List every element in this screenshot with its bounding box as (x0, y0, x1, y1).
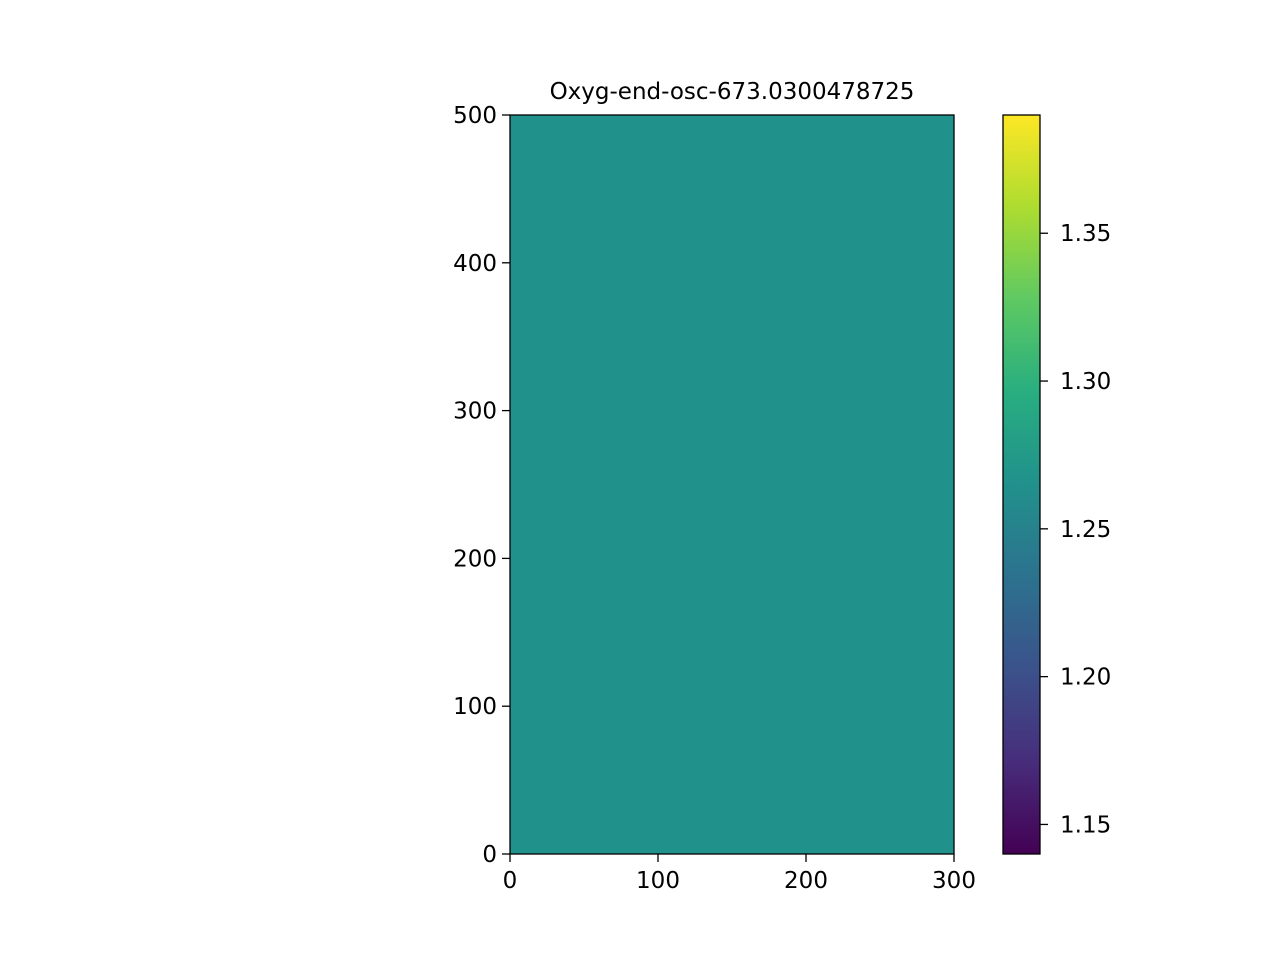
y-tick-label: 200 (453, 546, 497, 572)
colorbar-axis: 1.15 1.20 1.25 1.30 1.35 (1040, 221, 1111, 838)
x-tick-label: 300 (932, 868, 976, 894)
y-tick-label: 300 (453, 399, 497, 425)
colorbar-frame (1002, 114, 1041, 855)
x-tick-label: 200 (784, 868, 828, 894)
colorbar-tick-label: 1.20 (1060, 665, 1111, 691)
y-tick-label: 400 (453, 251, 497, 277)
heatmap-field (510, 115, 954, 854)
x-axis: 0 100 200 300 (503, 854, 976, 894)
x-tick-label: 0 (503, 868, 518, 894)
colorbar: 1.15 1.20 1.25 1.30 1.35 (1002, 114, 1111, 855)
y-axis: 0 100 200 300 400 500 (453, 103, 510, 868)
colorbar-tick-label: 1.30 (1060, 369, 1111, 395)
colorbar-tick-label: 1.25 (1060, 517, 1111, 543)
heatmap-plot: 0 100 200 300 0 100 200 300 400 500 (453, 103, 976, 894)
x-tick-label: 100 (636, 868, 680, 894)
y-tick-label: 100 (453, 694, 497, 720)
plot-frame (509, 114, 955, 855)
colorbar-gradient (1003, 115, 1040, 854)
y-tick-label: 500 (453, 103, 497, 129)
chart-title: Oxyg-end-osc-673.0300478725 (550, 79, 915, 105)
y-tick-label: 0 (482, 842, 497, 868)
colorbar-tick-label: 1.15 (1060, 812, 1111, 838)
colorbar-tick-label: 1.35 (1060, 221, 1111, 247)
